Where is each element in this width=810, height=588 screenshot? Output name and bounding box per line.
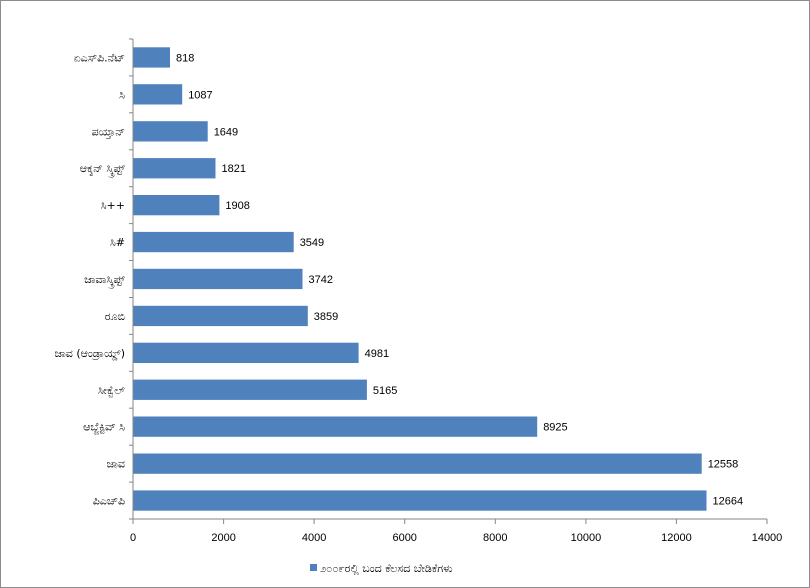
bar <box>133 305 308 327</box>
legend-swatch <box>310 564 317 571</box>
bar <box>133 231 294 253</box>
x-tick-label: 0 <box>130 532 136 544</box>
bar <box>133 268 303 290</box>
y-tick-label: ಸಿ++ <box>101 199 125 212</box>
bar <box>133 379 367 400</box>
data-label: 1649 <box>214 126 238 138</box>
data-label: 818 <box>176 53 194 65</box>
legend-label: ೨೦೦೯ರಲ್ಲಿ ಬಂದ ಕೆಲಸದ ಬೇಡಿಕೆಗಳು <box>320 562 453 576</box>
y-tick-label: ಜಾವಾಸ್ಕ್ರಿಪ್ಟ್ <box>84 273 125 288</box>
data-label: 3859 <box>314 311 338 323</box>
bar <box>133 158 216 179</box>
y-tick-label: ಸೀಕ್ವೆಲ್ <box>98 384 125 397</box>
x-tick-label: 2000 <box>211 532 235 544</box>
bar <box>133 47 170 68</box>
y-tick-label: ಆಬ್ಜೆಕ್ಟಿವ್ ಸಿ <box>83 421 125 434</box>
bar <box>133 195 220 216</box>
data-label: 8925 <box>543 422 567 434</box>
x-tick-label: 6000 <box>392 532 416 544</box>
y-tick-label: ಏಎಸ್‌ಪಿ.ನೆಟ್ <box>74 52 125 65</box>
x-tick-label: 4000 <box>302 532 326 544</box>
y-tick-label: ಜಾವ <box>107 458 125 471</box>
x-tick-label: 10000 <box>571 532 602 544</box>
data-label: 1908 <box>225 200 249 212</box>
y-tick-label: ಜಾವ (ಆಂಡ್ರಾಯ್ಡ್) <box>54 347 125 360</box>
data-label: 12558 <box>708 459 739 471</box>
x-tick-label: 8000 <box>483 532 507 544</box>
data-label: 1821 <box>222 163 246 175</box>
y-tick-label: ಪಿಎಚ್‌ಪಿ <box>93 495 125 508</box>
data-label: 3549 <box>300 237 324 249</box>
data-label: 12664 <box>713 496 744 508</box>
bar <box>133 342 359 363</box>
x-tick-label: 12000 <box>661 532 692 544</box>
bar <box>133 121 208 142</box>
y-tick-label: ಸಿ <box>119 88 125 101</box>
data-label: 1087 <box>188 89 212 101</box>
bar <box>133 453 702 474</box>
y-tick-label: ಪಯ್ತಾನ್ <box>92 125 125 138</box>
data-label: 5165 <box>373 385 397 397</box>
data-label: 3742 <box>309 274 333 286</box>
y-tick-label: ಆಕ್ಶನ್ ಸ್ಕ್ರಿಪ್ಟ್ <box>80 162 126 177</box>
data-label: 4981 <box>365 348 389 360</box>
bar <box>133 490 707 511</box>
x-tick-label: 14000 <box>752 532 783 544</box>
bar <box>133 84 183 105</box>
bar <box>133 416 538 437</box>
y-tick-label: ಸಿ# <box>110 236 125 249</box>
y-tick-label: ರೂಬಿ <box>105 310 125 323</box>
